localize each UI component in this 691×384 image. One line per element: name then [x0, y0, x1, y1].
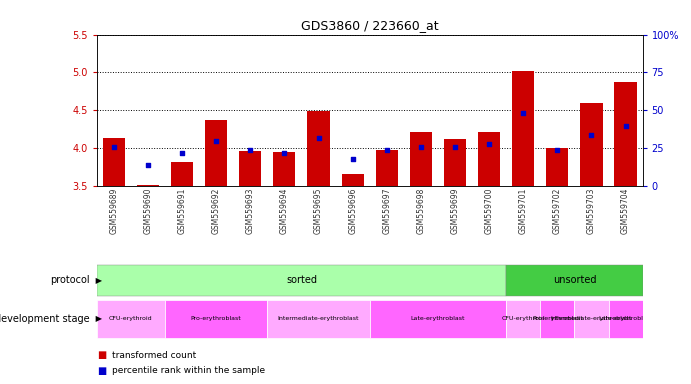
- Bar: [376, 150, 398, 186]
- Point: [484, 141, 495, 147]
- Bar: [506, 265, 643, 296]
- Bar: [512, 71, 534, 186]
- Text: sorted: sorted: [286, 275, 317, 285]
- Bar: [103, 139, 125, 186]
- Bar: [341, 174, 363, 186]
- Point: [142, 162, 153, 168]
- Bar: [274, 152, 296, 186]
- Point: [381, 147, 392, 153]
- Point: [449, 144, 460, 150]
- Bar: [307, 111, 330, 186]
- Bar: [370, 300, 506, 338]
- Point: [313, 135, 324, 141]
- Text: unsorted: unsorted: [553, 275, 596, 285]
- Bar: [137, 185, 159, 186]
- Text: protocol: protocol: [50, 275, 90, 285]
- Point: [279, 150, 290, 156]
- Text: Intermediate-erythroblast: Intermediate-erythroblast: [278, 316, 359, 321]
- Text: Pro-erythroblast: Pro-erythroblast: [191, 316, 242, 321]
- Text: transformed count: transformed count: [112, 351, 196, 360]
- Text: Late-erythroblast: Late-erythroblast: [410, 316, 465, 321]
- Point: [620, 122, 631, 129]
- Bar: [205, 120, 227, 186]
- Point: [245, 147, 256, 153]
- Point: [552, 147, 563, 153]
- Bar: [267, 300, 370, 338]
- Bar: [239, 151, 261, 186]
- Point: [211, 138, 222, 144]
- Text: ■: ■: [97, 350, 106, 360]
- Text: development stage: development stage: [0, 314, 90, 324]
- Bar: [97, 265, 506, 296]
- Text: CFU-erythroid: CFU-erythroid: [109, 316, 153, 321]
- Bar: [410, 132, 432, 186]
- Text: percentile rank within the sample: percentile rank within the sample: [112, 366, 265, 375]
- Text: ▶: ▶: [93, 314, 102, 323]
- Point: [176, 150, 187, 156]
- Bar: [609, 300, 643, 338]
- Text: ▶: ▶: [93, 276, 102, 285]
- Text: ■: ■: [97, 366, 106, 376]
- Bar: [506, 300, 540, 338]
- Point: [108, 144, 120, 150]
- Text: Late-erythroblast: Late-erythroblast: [598, 316, 653, 321]
- Point: [415, 144, 426, 150]
- Bar: [165, 300, 267, 338]
- Bar: [614, 82, 636, 186]
- Text: Intermediate-erythroblast: Intermediate-erythroblast: [551, 316, 632, 321]
- Point: [518, 110, 529, 116]
- Text: CFU-erythroid: CFU-erythroid: [502, 316, 545, 321]
- Bar: [540, 300, 574, 338]
- Bar: [97, 300, 165, 338]
- Bar: [171, 162, 193, 186]
- Bar: [478, 132, 500, 186]
- Point: [347, 156, 358, 162]
- Point: [586, 132, 597, 138]
- Bar: [444, 139, 466, 186]
- Bar: [547, 148, 569, 186]
- Title: GDS3860 / 223660_at: GDS3860 / 223660_at: [301, 19, 439, 32]
- Bar: [580, 103, 603, 186]
- Text: Pro-erythroblast: Pro-erythroblast: [532, 316, 583, 321]
- Bar: [574, 300, 609, 338]
